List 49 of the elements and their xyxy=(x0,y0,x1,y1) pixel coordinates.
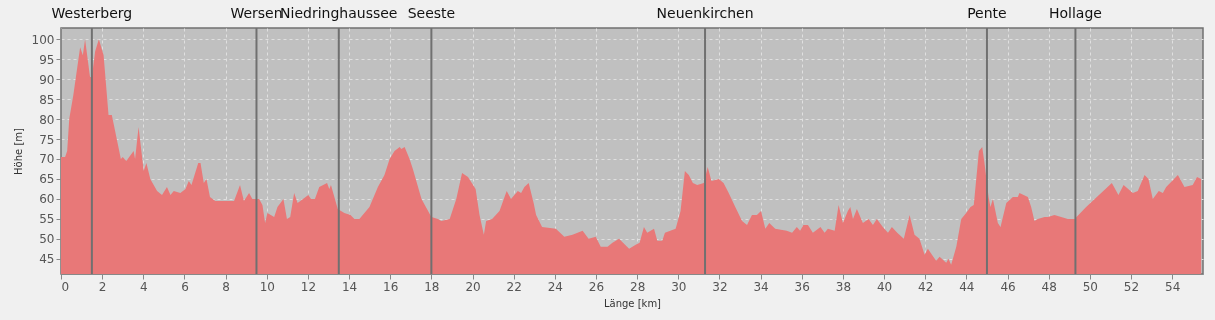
ref-line-label: Westerberg xyxy=(51,5,133,21)
x-tick-label: 18 xyxy=(424,279,440,294)
x-tick-label: 10 xyxy=(259,279,275,294)
x-tick-label: 16 xyxy=(383,279,399,294)
y-tick-label: 95 xyxy=(39,52,55,67)
x-tick-label: 40 xyxy=(876,279,893,294)
x-tick-label: 50 xyxy=(1082,279,1098,294)
x-tick-label: 54 xyxy=(1164,279,1181,294)
x-tick-label: 6 xyxy=(181,279,189,294)
x-tick-label: 24 xyxy=(547,279,563,294)
x-tick-label: 34 xyxy=(753,279,769,294)
y-tick-label: 60 xyxy=(39,192,55,207)
x-tick-label: 42 xyxy=(918,279,934,294)
x-tick-label: 28 xyxy=(630,279,646,294)
x-tick-label: 46 xyxy=(1000,279,1016,294)
x-tick-label: 48 xyxy=(1041,279,1057,294)
y-axis-title: Höhe [m] xyxy=(12,127,24,175)
x-tick-label: 44 xyxy=(959,279,975,294)
x-tick-label: 36 xyxy=(794,279,810,294)
x-tick-label: 20 xyxy=(465,279,481,294)
ref-line-label: Hollage xyxy=(1048,5,1102,21)
y-tick-label: 80 xyxy=(39,112,55,127)
x-tick-label: 22 xyxy=(506,279,522,294)
y-tick-label: 85 xyxy=(39,92,55,107)
y-tick-label: 50 xyxy=(39,232,55,247)
x-tick-label: 14 xyxy=(341,279,358,294)
x-tick-label: 12 xyxy=(300,279,317,294)
x-tick-label: 4 xyxy=(139,279,148,294)
x-tick-label: 52 xyxy=(1123,279,1140,294)
x-tick-label: 32 xyxy=(712,279,728,294)
y-tick-label: 70 xyxy=(39,152,55,167)
y-tick-label: 90 xyxy=(39,72,55,87)
y-tick-label: 45 xyxy=(39,252,55,267)
ref-line-label: Seeste xyxy=(407,5,456,21)
x-tick-label: 8 xyxy=(222,279,230,294)
ref-line-label: Pente xyxy=(967,5,1007,21)
x-tick-label: 0 xyxy=(61,279,70,294)
y-tick-label: 75 xyxy=(39,132,55,147)
x-tick-label: 30 xyxy=(671,279,687,294)
y-tick-label: 100 xyxy=(31,32,55,47)
x-axis-title: Länge [km] xyxy=(603,297,662,309)
x-tick-label: 2 xyxy=(98,279,107,294)
x-tick-label: 38 xyxy=(835,279,852,294)
x-tick-label: 26 xyxy=(588,279,605,294)
y-tick-label: 55 xyxy=(39,212,55,227)
ref-line-label: Neuenkirchen xyxy=(656,5,754,21)
ref-line-label: Niedringhaussee xyxy=(280,5,398,21)
y-tick-label: 65 xyxy=(39,172,55,187)
ref-line-label: Wersen xyxy=(230,5,283,21)
